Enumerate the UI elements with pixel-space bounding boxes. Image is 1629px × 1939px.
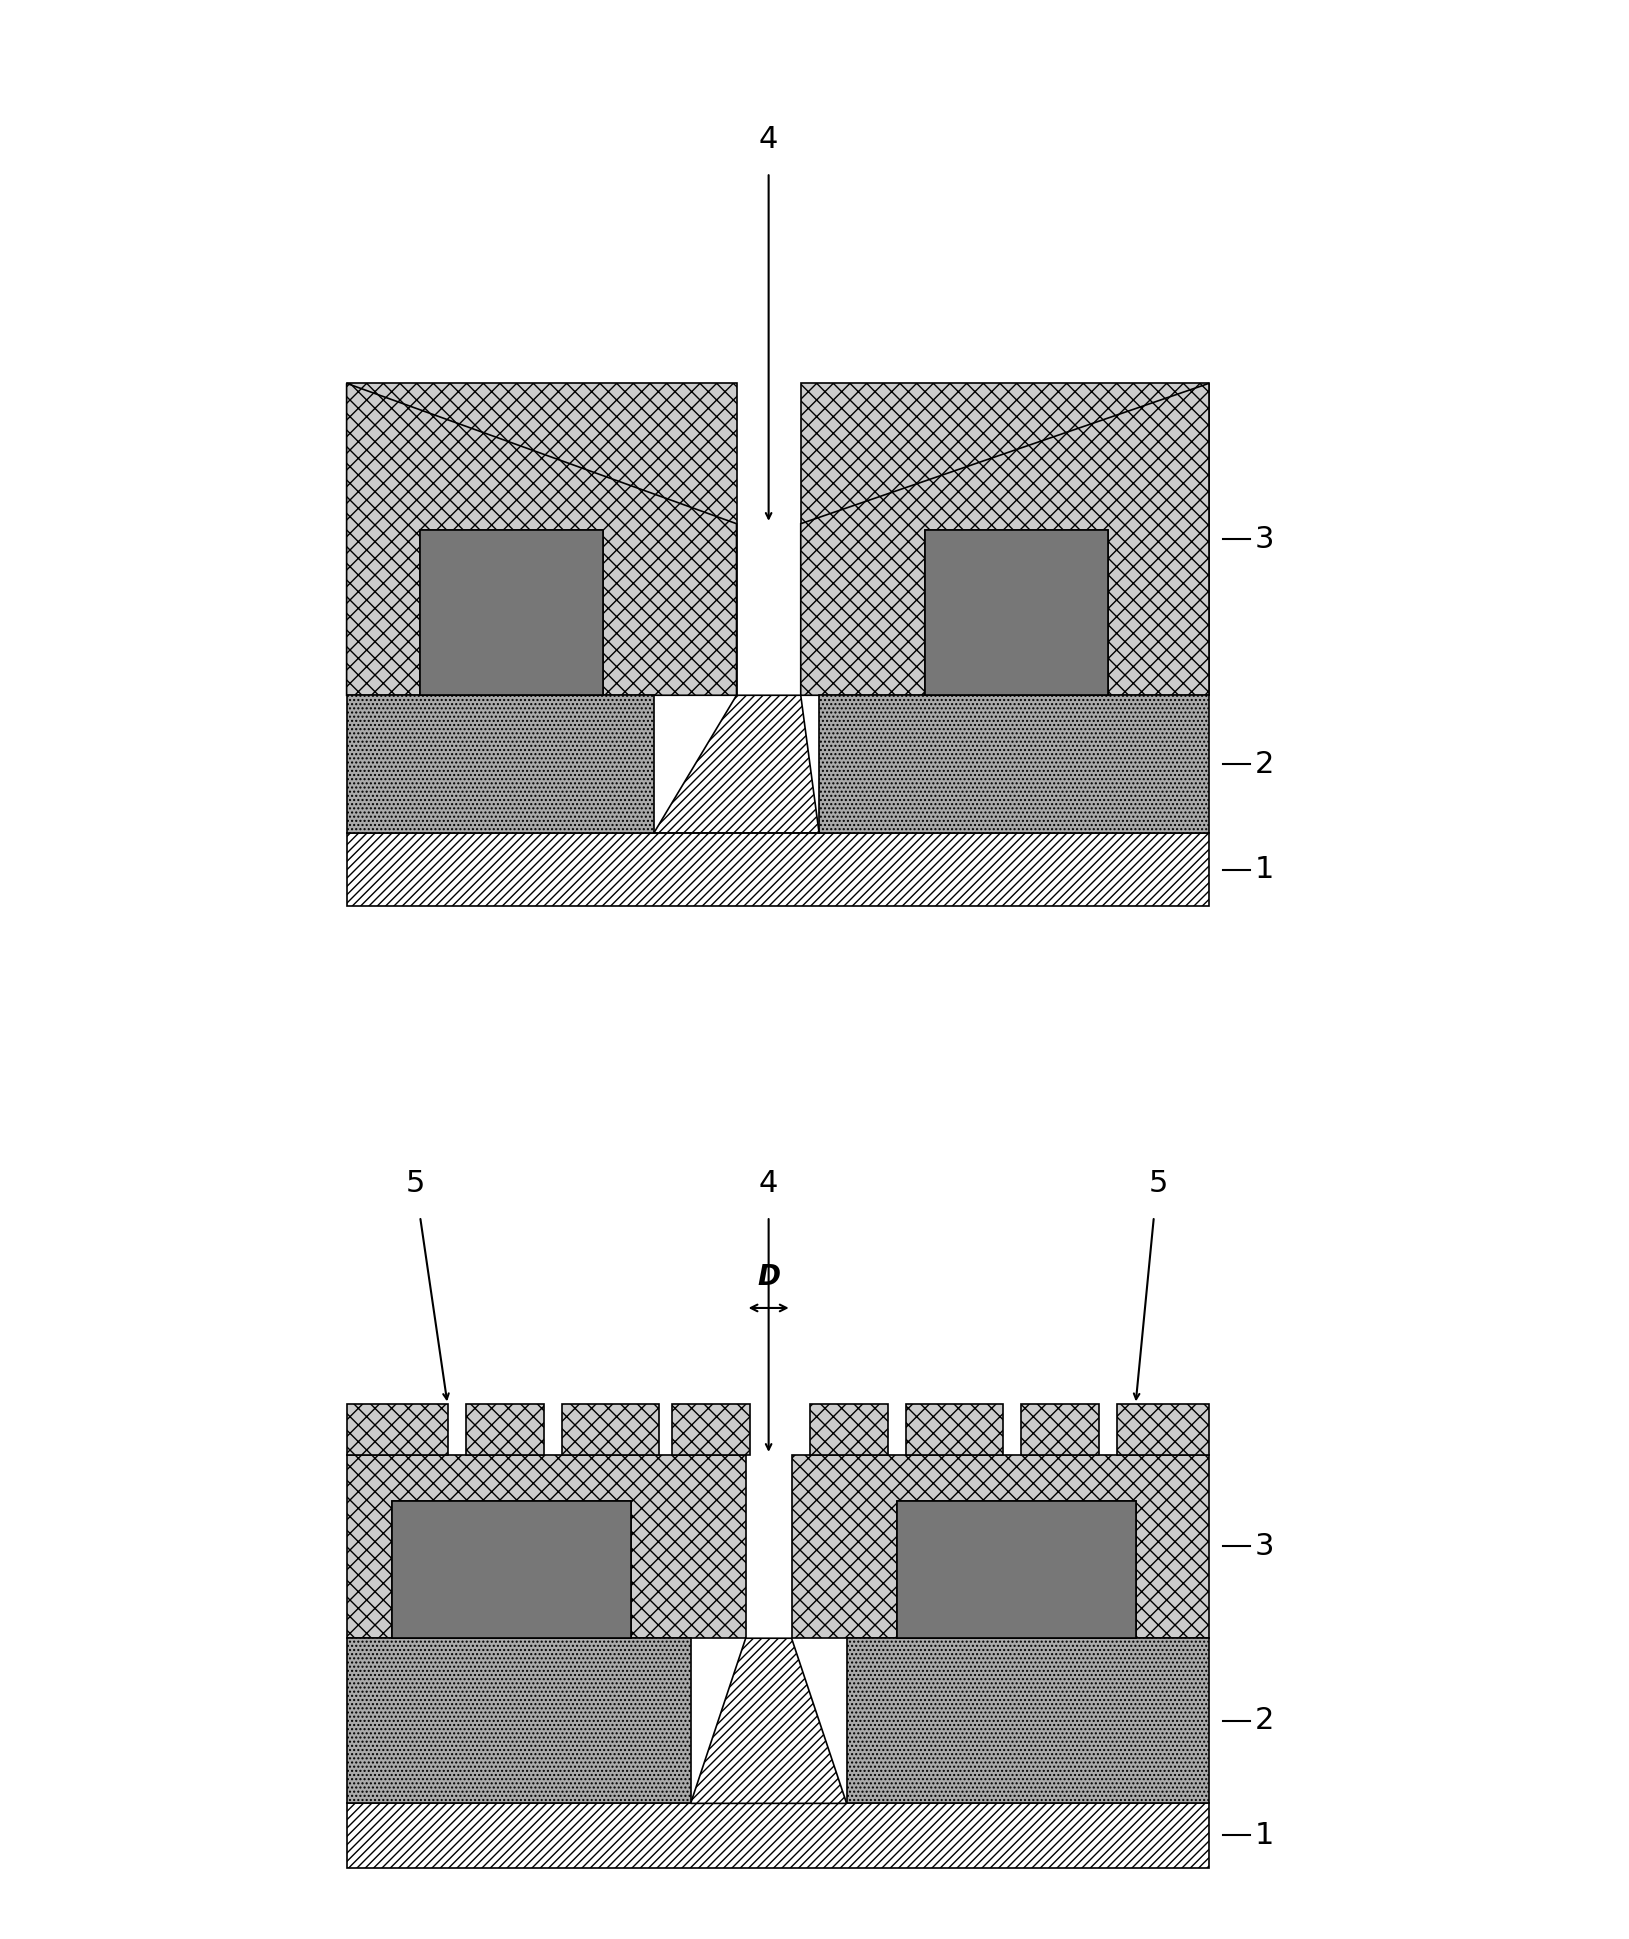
Bar (347, 1638, 691, 1803)
Bar (1021, 1404, 1100, 1454)
Text: 3: 3 (1254, 525, 1274, 555)
Text: 1: 1 (1254, 1821, 1274, 1850)
Bar (347, 1404, 448, 1454)
Text: 4: 4 (759, 1169, 779, 1198)
Bar (1117, 1404, 1209, 1454)
Bar (673, 1404, 751, 1454)
Bar (347, 1454, 746, 1638)
Bar (420, 529, 603, 696)
Bar (347, 834, 1209, 906)
Bar (847, 1638, 1209, 1803)
Bar (347, 696, 653, 834)
Bar (420, 529, 603, 696)
Bar (347, 1803, 1209, 1867)
Bar (347, 384, 736, 696)
Bar (466, 1404, 544, 1454)
Text: 5: 5 (406, 1169, 425, 1198)
Bar (792, 1454, 1209, 1638)
Polygon shape (653, 696, 819, 834)
Bar (819, 696, 1209, 834)
Polygon shape (347, 384, 736, 696)
Text: 2: 2 (1254, 750, 1274, 779)
Bar (898, 1501, 1135, 1638)
Bar (810, 1404, 888, 1454)
Bar (925, 529, 1108, 696)
Text: 1: 1 (1254, 855, 1274, 884)
Polygon shape (801, 384, 1209, 696)
Text: 4: 4 (759, 124, 779, 153)
Bar (906, 1404, 1002, 1454)
Text: D: D (757, 1264, 780, 1291)
Bar (898, 1501, 1135, 1638)
Text: 3: 3 (1254, 1532, 1274, 1561)
Bar (393, 1501, 630, 1638)
Text: 5: 5 (1148, 1169, 1168, 1198)
Bar (393, 1501, 630, 1638)
Text: 2: 2 (1254, 1706, 1274, 1735)
Bar (801, 384, 1209, 696)
Bar (925, 529, 1108, 696)
Polygon shape (691, 1638, 847, 1803)
Bar (562, 1404, 658, 1454)
